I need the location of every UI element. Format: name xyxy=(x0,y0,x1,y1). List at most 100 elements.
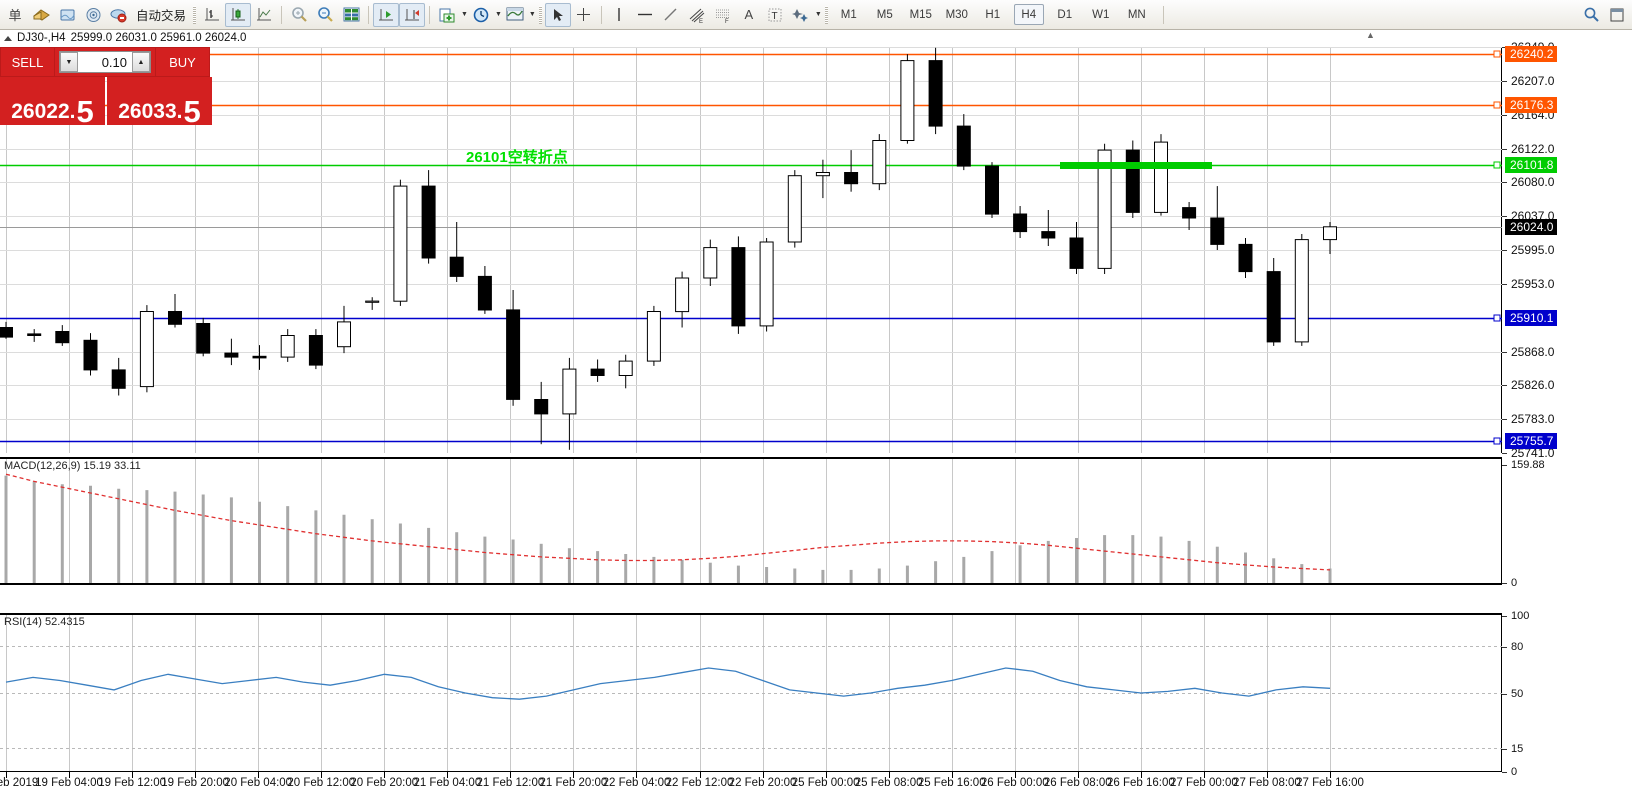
crosshair-icon[interactable] xyxy=(571,3,597,27)
sell-price[interactable]: 26022. 5 xyxy=(0,77,105,129)
macd-pane[interactable]: MACD(12,26,9) 15.19 33.11 xyxy=(0,457,1502,585)
trade-panel-top-row: SELL ▼ 0.10 ▲ BUY xyxy=(0,47,212,77)
price-level-label[interactable]: 26101.8 xyxy=(1505,156,1558,173)
timeframe-m5[interactable]: M5 xyxy=(876,8,893,21)
pointer-icon[interactable] xyxy=(544,2,571,27)
volume-increase-button[interactable]: ▲ xyxy=(132,52,150,72)
search-icon[interactable] xyxy=(1578,3,1604,27)
chevron-down-icon[interactable]: ▼ xyxy=(461,11,468,18)
chart-shift-icon[interactable] xyxy=(373,2,400,27)
price-pane[interactable]: 26101空转折点 xyxy=(0,47,1502,453)
timeframe-d1[interactable]: D1 xyxy=(1057,8,1073,21)
sell-price-decimal: 5 xyxy=(76,94,94,129)
timeframe-m1[interactable]: M1 xyxy=(840,8,857,21)
buy-price[interactable]: 26033. 5 xyxy=(107,77,212,129)
scroll-up-arrow-icon[interactable]: ▲ xyxy=(1366,30,1375,40)
sell-button[interactable]: SELL xyxy=(0,47,55,77)
chevron-down-icon[interactable]: ▼ xyxy=(814,11,822,18)
expert-advisor-icon[interactable] xyxy=(28,3,54,27)
rsi-tick: 0 xyxy=(1502,766,1517,778)
collapse-triangle-icon[interactable] xyxy=(4,35,12,41)
timeframe-mn[interactable]: MN xyxy=(1127,8,1146,21)
price-level-label[interactable]: 26240.2 xyxy=(1505,46,1558,63)
time-grid-mark xyxy=(1078,772,1079,778)
time-label: 26 Feb 08:00 xyxy=(1043,777,1112,789)
main-toolbar: 单 自动交易 ▼ ▼ xyxy=(0,0,1632,30)
buy-button[interactable]: BUY xyxy=(155,47,210,77)
chevron-down-icon[interactable]: ▼ xyxy=(528,11,536,18)
time-label: 20 Feb 20:00 xyxy=(350,777,419,789)
text-label-icon[interactable]: T xyxy=(762,3,788,27)
price-level-label[interactable]: 25910.1 xyxy=(1505,309,1558,326)
price-level-label[interactable]: 25755.7 xyxy=(1505,433,1558,450)
fullscreen-icon[interactable] xyxy=(1604,3,1630,27)
time-grid-mark xyxy=(1204,772,1205,778)
timeframe-m30[interactable]: M30 xyxy=(945,8,968,21)
add-indicator-icon[interactable] xyxy=(434,3,460,27)
objects-icon[interactable] xyxy=(788,3,814,27)
data-window-icon[interactable] xyxy=(54,3,80,27)
time-grid-mark xyxy=(1267,772,1268,778)
toolbar-separator xyxy=(425,5,434,25)
timeframe-m15[interactable]: M15 xyxy=(909,8,932,21)
market-icon[interactable] xyxy=(106,3,132,27)
time-label: 26 Feb 00:00 xyxy=(980,777,1049,789)
volume-decrease-button[interactable]: ▼ xyxy=(60,52,78,72)
time-grid-mark xyxy=(573,772,574,778)
time-label: 22 Feb 20:00 xyxy=(728,777,797,789)
time-grid-mark xyxy=(447,772,448,778)
rsi-pane[interactable]: RSI(14) 52.4315 xyxy=(0,613,1502,771)
macd-tick-min: 0 xyxy=(1502,577,1517,589)
green-supply-zone xyxy=(1060,161,1212,169)
autotrade-label[interactable]: 自动交易 xyxy=(136,9,187,23)
bar-chart-icon[interactable] xyxy=(199,3,225,27)
price-tick: 25995.0 xyxy=(1502,243,1554,257)
one-click-trade-panel[interactable]: SELL ▼ 0.10 ▲ BUY 26022. 5 26033. 5 xyxy=(0,47,212,129)
chart-ohlc-values: 25999.0 26031.0 25961.0 26024.0 xyxy=(70,32,247,44)
order-icon[interactable]: 单 xyxy=(8,8,22,23)
templates-icon[interactable] xyxy=(502,3,528,27)
timeframe-w1[interactable]: W1 xyxy=(1092,8,1110,21)
line-chart-icon[interactable] xyxy=(251,3,277,27)
text-icon[interactable]: A xyxy=(744,7,754,22)
vertical-line-icon[interactable] xyxy=(606,3,632,27)
equidistant-channel-icon[interactable]: E xyxy=(684,3,710,27)
price-chart-canvas[interactable] xyxy=(0,47,1502,453)
auto-scroll-icon[interactable] xyxy=(399,2,426,27)
chevron-down-icon[interactable]: ▼ xyxy=(494,11,502,18)
time-grid-mark xyxy=(510,772,511,778)
time-label: 25 Feb 00:00 xyxy=(791,777,860,789)
time-label: 25 Feb 16:00 xyxy=(917,777,986,789)
volume-control[interactable]: ▼ 0.10 ▲ xyxy=(55,47,155,77)
time-label: 21 Feb 20:00 xyxy=(539,777,608,789)
tile-windows-icon[interactable] xyxy=(338,3,364,27)
price-tick: 25783.0 xyxy=(1502,412,1554,426)
trendline-icon[interactable] xyxy=(658,3,684,27)
buy-price-decimal: 5 xyxy=(183,94,201,129)
signals-icon[interactable] xyxy=(80,3,106,27)
volume-input[interactable]: 0.10 xyxy=(101,54,127,70)
period-icon[interactable] xyxy=(468,3,494,27)
price-level-label[interactable]: 26024.0 xyxy=(1505,218,1558,235)
sell-price-integer: 26022 xyxy=(11,100,70,123)
svg-text:F: F xyxy=(725,19,729,24)
chart-quote-bar: DJ30-,H4 25999.0 26031.0 25961.0 26024.0 xyxy=(0,30,1500,46)
time-label: 22 Feb 04:00 xyxy=(602,777,671,789)
price-tick: 26122.0 xyxy=(1502,142,1554,156)
horizontal-line-icon[interactable] xyxy=(632,3,658,27)
time-grid-mark xyxy=(258,772,259,778)
time-label: 19 Feb 20:00 xyxy=(161,777,230,789)
timeframe-h4[interactable]: H4 xyxy=(1013,4,1044,25)
chart-symbol-period: DJ30-,H4 xyxy=(17,32,66,44)
zoom-out-icon[interactable] xyxy=(312,3,338,27)
timeframe-h1[interactable]: H1 xyxy=(985,8,1001,21)
candlestick-chart-icon[interactable] xyxy=(225,2,252,27)
time-label: 22 Feb 12:00 xyxy=(665,777,734,789)
price-scale[interactable]: 26249.026207.026164.026122.026080.026037… xyxy=(1502,40,1632,778)
price-level-label[interactable]: 26176.3 xyxy=(1505,97,1558,114)
time-label: 21 Feb 04:00 xyxy=(413,777,482,789)
toolbar-separator xyxy=(190,5,199,25)
fibonacci-icon[interactable]: F xyxy=(710,3,736,27)
time-label: 21 Feb 12:00 xyxy=(476,777,545,789)
